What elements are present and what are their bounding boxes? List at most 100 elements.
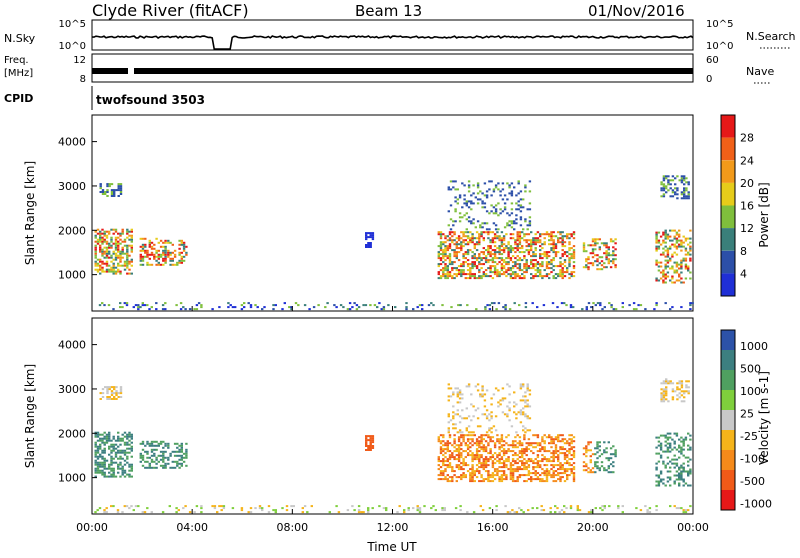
heatmap-cell (489, 241, 492, 244)
heatmap-cell (267, 505, 271, 508)
sky-left-tick-top: 10^5 (59, 19, 86, 30)
heatmap-cell (591, 248, 595, 251)
heatmap-cell (469, 454, 472, 457)
heatmap-cell (552, 269, 555, 272)
heatmap-cell (484, 450, 488, 453)
heatmap-cell (585, 260, 588, 263)
heatmap-cell (132, 509, 135, 512)
heatmap-cell (496, 257, 499, 260)
heatmap-cell (453, 446, 456, 449)
heatmap-cell (123, 238, 127, 241)
heatmap-cell (491, 440, 495, 443)
heatmap-cell (519, 411, 523, 414)
heatmap-cell (171, 460, 174, 463)
heatmap-cell (469, 231, 472, 234)
heatmap-cell (493, 267, 497, 270)
heatmap-cell (496, 235, 499, 238)
heatmap-cell (292, 505, 295, 508)
heatmap-cell (446, 450, 449, 453)
heatmap-cell (655, 235, 658, 238)
heatmap-cell (139, 456, 142, 459)
heatmap-cell (510, 226, 514, 229)
heatmap-cell (687, 243, 690, 246)
heatmap-cell (130, 244, 133, 247)
heatmap-cell (128, 260, 131, 263)
heatmap-cell (563, 468, 567, 471)
heatmap-cell (110, 443, 113, 446)
heatmap-cell (487, 251, 490, 254)
heatmap-cell (498, 454, 501, 457)
heatmap-cell (522, 383, 525, 386)
heatmap-cell (532, 237, 535, 240)
heatmap-cell (157, 460, 160, 463)
heatmap-cell (568, 243, 571, 246)
heatmap-cell (169, 263, 172, 266)
heatmap-cell (153, 253, 156, 256)
heatmap-cell (114, 252, 118, 255)
heatmap-cell (539, 233, 542, 236)
heatmap-cell (513, 228, 516, 231)
heatmap-cell (689, 434, 692, 437)
heatmap-cell (674, 390, 677, 393)
heatmap-cell (469, 239, 472, 242)
heatmap-cell (153, 257, 156, 260)
heatmap-cell (673, 245, 676, 248)
heatmap-cell (489, 259, 492, 262)
heatmap-cell (662, 241, 665, 244)
heatmap-cell (465, 204, 468, 207)
heatmap-cell (669, 257, 672, 260)
heatmap-cell (676, 197, 679, 200)
heatmap-cell (141, 259, 145, 262)
heatmap-cell (655, 259, 658, 262)
heatmap-cell (511, 265, 515, 268)
heatmap-cell (666, 448, 670, 451)
heatmap-cell (466, 464, 470, 467)
heatmap-cell (110, 445, 113, 448)
heatmap-cell (568, 261, 571, 264)
heatmap-cell (570, 442, 573, 445)
heatmap-cell (523, 235, 526, 238)
heatmap-cell (113, 191, 116, 193)
heatmap-cell (159, 458, 163, 461)
heatmap-cell (467, 186, 471, 189)
heatmap-cell (561, 267, 564, 270)
heatmap-cell (678, 239, 681, 242)
heatmap-cell (446, 444, 449, 447)
heatmap-cell (568, 452, 571, 455)
heatmap-cell (231, 306, 235, 309)
heatmap-cell (521, 231, 524, 234)
heatmap-cell (498, 249, 501, 252)
heatmap-cell (666, 255, 670, 258)
heatmap-cell (113, 398, 116, 400)
heatmap-cell (480, 436, 483, 439)
heatmap-cell (682, 440, 685, 443)
heatmap-cell (139, 245, 142, 248)
heatmap-cell (541, 460, 544, 463)
heatmap-cell (664, 466, 667, 469)
heatmap-cell (447, 186, 450, 189)
heatmap-cell (530, 450, 533, 453)
heatmap-cell (676, 382, 679, 385)
heatmap-cell (551, 302, 555, 305)
heatmap-cell (455, 448, 458, 451)
heatmap-cell (167, 251, 170, 254)
heatmap-cell (496, 474, 499, 477)
heatmap-cell (541, 275, 544, 278)
heatmap-cell (150, 440, 154, 443)
heatmap-cell (448, 462, 452, 465)
heatmap-cell (519, 387, 523, 390)
heatmap-cell (105, 248, 109, 251)
heatmap-cell (590, 511, 593, 514)
heatmap-cell (496, 263, 499, 266)
heatmap-cell (527, 448, 531, 451)
heatmap-cell (107, 304, 111, 307)
heatmap-cell (465, 427, 468, 430)
heatmap-cell (666, 446, 670, 449)
heatmap-cell (437, 253, 440, 256)
heatmap-cell (467, 383, 471, 386)
heatmap-cell (150, 241, 154, 244)
heatmap-cell (130, 246, 133, 249)
heatmap-cell (162, 464, 165, 467)
heatmap-cell (561, 271, 564, 274)
heatmap-cell (500, 456, 504, 459)
